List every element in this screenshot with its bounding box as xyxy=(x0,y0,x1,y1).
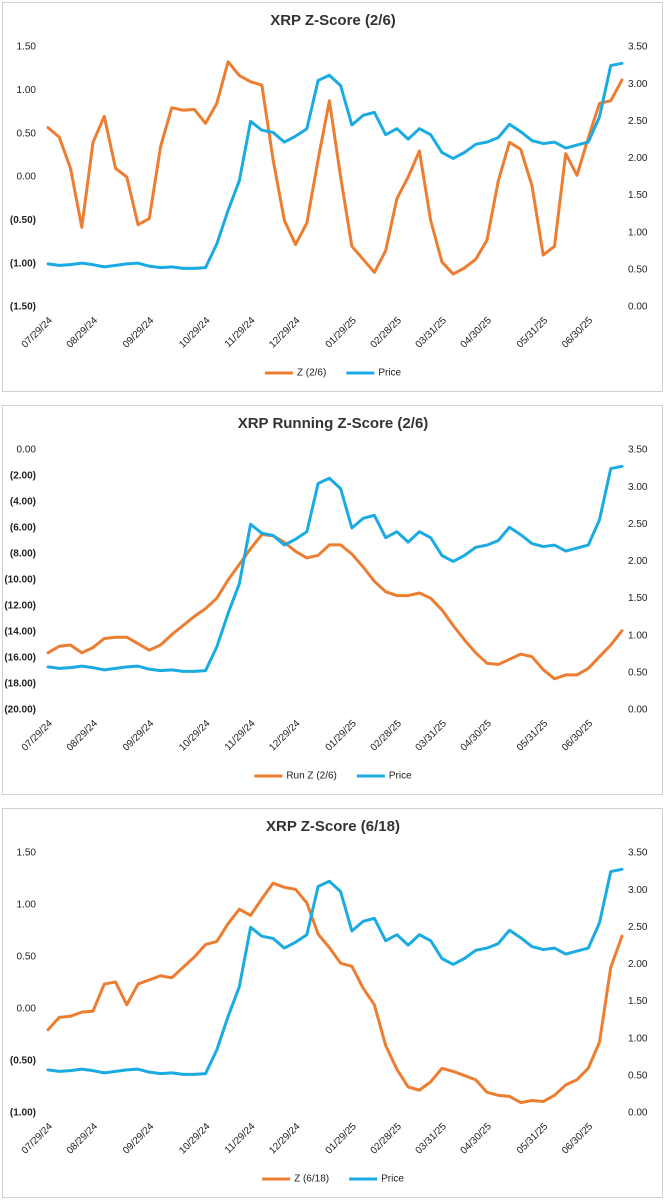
legend-label: Z (6/18) xyxy=(294,1174,329,1185)
y2-tick-label: 0.50 xyxy=(628,667,648,678)
y2-tick-label: 2.00 xyxy=(628,556,648,567)
legend: Z (6/18) Price xyxy=(262,1174,404,1185)
series-line xyxy=(46,881,624,1105)
y-tick-label: (6.00) xyxy=(10,523,36,534)
y2-tick-label: 3.50 xyxy=(628,848,648,859)
y2-tick-label: 1.00 xyxy=(628,630,648,641)
series-line xyxy=(46,464,624,673)
y2-tick-label: 1.50 xyxy=(628,996,648,1007)
series-line xyxy=(46,533,624,681)
y-tick-label: (0.50) xyxy=(10,1056,36,1067)
y2-tick-label: 3.50 xyxy=(628,445,648,456)
y-tick-label: 0.50 xyxy=(17,128,37,139)
y-tick-label: (0.50) xyxy=(10,215,36,226)
legend-label: Price xyxy=(378,368,401,379)
legend-label: Run Z (2/6) xyxy=(286,771,337,782)
y-tick-label: (4.00) xyxy=(10,497,36,508)
legend-label: Price xyxy=(381,1174,404,1185)
y-tick-label: (20.00) xyxy=(4,705,36,716)
y2-tick-label: 2.00 xyxy=(628,153,648,164)
legend: Run Z (2/6) Price xyxy=(254,771,412,782)
y-tick-label: (1.00) xyxy=(10,258,36,269)
y2-tick-label: 2.50 xyxy=(628,922,648,933)
y-tick-label: (10.00) xyxy=(4,575,36,586)
y2-tick-label: 0.00 xyxy=(628,302,648,313)
chart-title: XRP Running Z-Score (2/6) xyxy=(238,415,429,432)
y2-tick-label: 1.00 xyxy=(628,227,648,238)
y-tick-label: (1.00) xyxy=(10,1108,36,1119)
chart-title: XRP Z-Score (6/18) xyxy=(266,818,400,835)
chart-panel xyxy=(2,405,663,795)
y2-tick-label: 3.00 xyxy=(628,482,648,493)
y-tick-label: (8.00) xyxy=(10,549,36,560)
y-tick-label: (16.00) xyxy=(4,653,36,664)
series-line xyxy=(46,60,624,276)
y-tick-label: 0.50 xyxy=(17,952,37,963)
y2-tick-label: 1.50 xyxy=(628,593,648,604)
y2-tick-label: 2.50 xyxy=(628,519,648,530)
legend-label: Z (2/6) xyxy=(297,368,326,379)
y-tick-label: 0.00 xyxy=(17,445,37,456)
y2-tick-label: 0.50 xyxy=(628,1070,648,1081)
y2-tick-label: 3.00 xyxy=(628,885,648,896)
y-tick-label: 1.50 xyxy=(17,42,37,53)
y-tick-label: 1.00 xyxy=(17,900,37,911)
y-tick-label: (14.00) xyxy=(4,627,36,638)
y-tick-label: (1.50) xyxy=(10,302,36,313)
series-line xyxy=(46,61,624,270)
chart-panel xyxy=(2,808,663,1198)
y2-tick-label: 3.00 xyxy=(628,79,648,90)
y-tick-label: 1.00 xyxy=(17,85,37,96)
series-line xyxy=(46,867,624,1076)
legend: Z (2/6) Price xyxy=(264,368,402,379)
y-tick-label: (2.00) xyxy=(10,471,36,482)
y2-tick-label: 0.00 xyxy=(628,705,648,716)
y2-tick-label: 0.50 xyxy=(628,264,648,275)
chart-panel xyxy=(2,2,663,392)
y2-tick-label: 1.50 xyxy=(628,190,648,201)
y-tick-label: (18.00) xyxy=(4,679,36,690)
chart-title: XRP Z-Score (2/6) xyxy=(270,12,396,29)
y-tick-label: 0.00 xyxy=(17,172,37,183)
y-tick-label: (12.00) xyxy=(4,601,36,612)
y2-tick-label: 2.50 xyxy=(628,116,648,127)
legend-label: Price xyxy=(389,771,412,782)
y-tick-label: 0.00 xyxy=(17,1004,37,1015)
y2-tick-label: 1.00 xyxy=(628,1033,648,1044)
y2-tick-label: 3.50 xyxy=(628,42,648,53)
y-tick-label: 1.50 xyxy=(17,848,37,859)
y2-tick-label: 2.00 xyxy=(628,959,648,970)
y2-tick-label: 0.00 xyxy=(628,1108,648,1119)
